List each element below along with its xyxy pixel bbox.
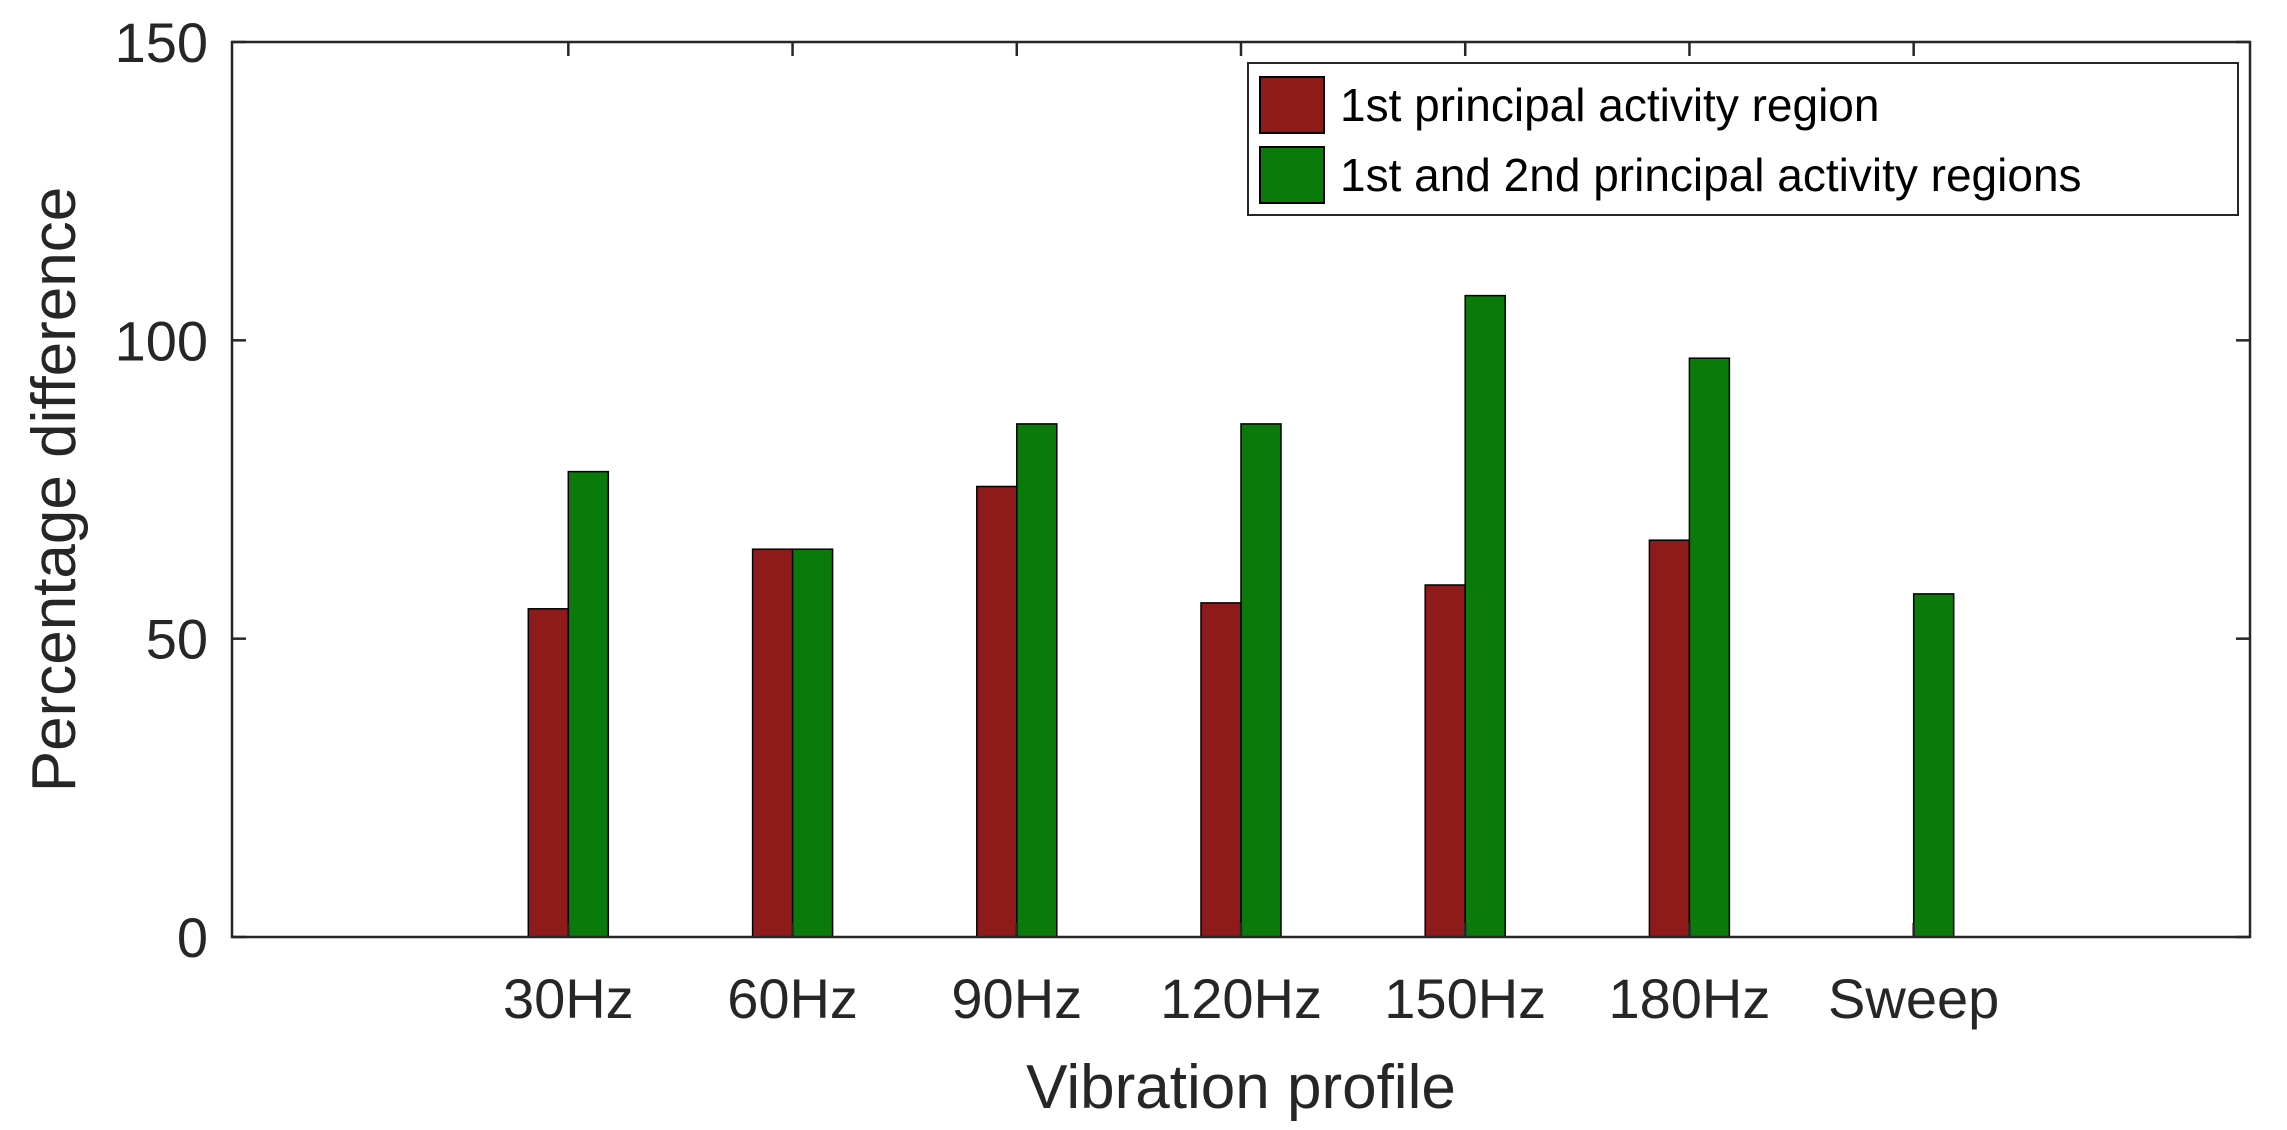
x-axis-title: Vibration profile [1026,1053,1456,1122]
x-tick-label-180hz: 180Hz [1609,967,1771,1030]
y-tick-label: 150 [115,11,208,74]
bar-series-2-90hz [1016,423,1058,938]
y-axis-ticks: 0 50 100 150 [115,11,2250,969]
y-axis-title: Percentage difference [20,187,89,793]
bar-series-1-90hz [976,485,1018,938]
bar-series-2-30hz [567,470,610,938]
bar-series-2-150hz [1464,294,1506,938]
x-tick-label-120hz: 120Hz [1160,967,1322,1030]
x-tick-label-60hz: 60Hz [727,967,858,1030]
bar-series-2-sweep [1912,593,1955,938]
x-tick-label-30hz: 30Hz [503,967,634,1030]
y-tick-label: 100 [115,309,208,372]
bar-series-1-120hz [1200,602,1242,938]
legend-swatch-series-1 [1259,76,1325,134]
legend-box [1247,62,2239,216]
bar-series-1-180hz [1648,539,1691,938]
x-axis-ticks: 30Hz 60Hz 90Hz 120Hz 150Hz 180Hz Sweep [503,42,1999,1030]
legend-label-series-1: 1st principal activity region [1340,79,1879,131]
legend-swatch-series-2 [1259,146,1325,204]
bars-layer [527,294,1955,938]
y-tick-label: 50 [146,608,208,671]
legend: 1st principal activity region 1st and 2n… [1247,62,2239,216]
x-tick-label-sweep: Sweep [1828,967,1999,1030]
bar-series-1-60hz [751,548,794,938]
bar-series-2-60hz [791,548,834,938]
x-tick-label-90hz: 90Hz [951,967,1082,1030]
bar-series-1-30hz [527,608,570,938]
bar-series-2-180hz [1688,357,1731,938]
bar-series-2-120hz [1240,423,1282,938]
y-tick-label: 0 [177,906,208,969]
bar-series-1-150hz [1424,584,1466,938]
x-tick-label-150hz: 150Hz [1384,967,1546,1030]
legend-label-series-2: 1st and 2nd principal activity regions [1340,149,2082,201]
